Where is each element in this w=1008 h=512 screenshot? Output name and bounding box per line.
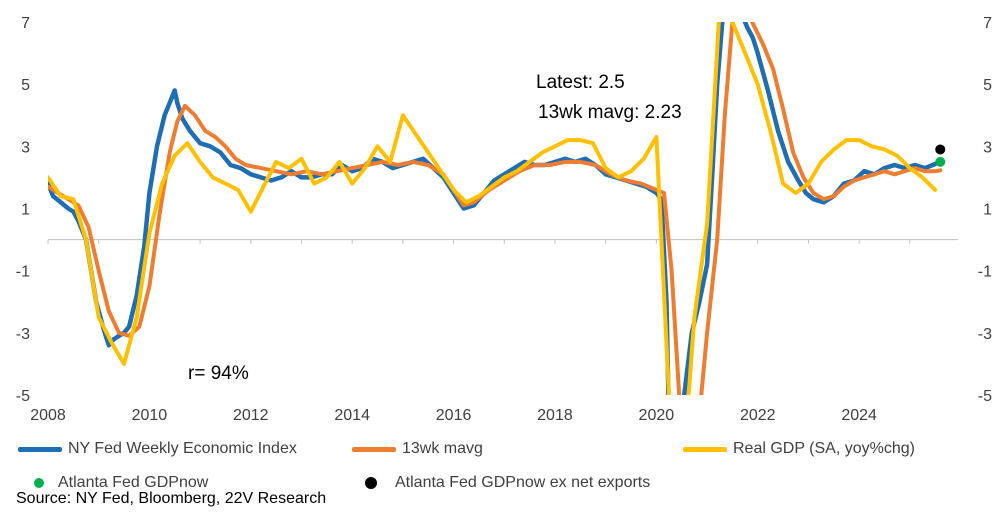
gdpnow-point xyxy=(935,156,946,167)
legend-item-13wk-mavg: 13wk mavg xyxy=(352,440,483,458)
mavg-annotation: 13wk mavg: 2.23 xyxy=(538,102,682,123)
legend-label: Atlanta Fed GDPnow xyxy=(58,474,209,491)
legend-label: Real GDP (SA, yoy%chg) xyxy=(733,440,915,457)
x-tick-label: 2018 xyxy=(537,407,573,424)
legend-label: NY Fed Weekly Economic Index xyxy=(68,440,297,457)
legend-item-real-gdp: Real GDP (SA, yoy%chg) xyxy=(683,440,915,458)
x-tick-label: 2016 xyxy=(436,407,472,424)
y-tick-label-right: 5 xyxy=(983,77,992,94)
legend-item-ny-fed-wei: NY Fed Weekly Economic Index xyxy=(18,440,297,458)
axes: 2008 2010 2012 2014 2016 2018 2020 2022 2024 7 5 3 1… xyxy=(16,15,992,424)
legend-swatch-blue xyxy=(18,446,62,452)
legend-item-atlanta-gdpnow-ex-net-exports: Atlanta Fed GDPnow ex net exports xyxy=(365,474,650,492)
gdpnow-ex-net-exports-point xyxy=(935,144,946,155)
legend-item-atlanta-gdpnow: Atlanta Fed GDPnow xyxy=(34,474,208,492)
series-real-gdp-line xyxy=(48,22,938,395)
x-tick-label: 2014 xyxy=(334,407,370,424)
series-ny-fed-wei-line xyxy=(48,22,943,395)
x-tick-label: 2012 xyxy=(233,407,269,424)
y-tick-label-left: 5 xyxy=(21,77,30,94)
y-tick-label-left: -1 xyxy=(16,264,30,281)
legend-swatch-orange xyxy=(352,446,396,452)
source-note: Source: NY Fed, Bloomberg, 22V Research xyxy=(16,490,327,507)
legend-dot-black xyxy=(365,477,377,489)
legend-label: Atlanta Fed GDPnow ex net exports xyxy=(395,474,651,491)
x-tick-label: 2024 xyxy=(841,407,877,424)
y-tick-label-right: 3 xyxy=(983,139,992,156)
x-tick-label: 2008 xyxy=(30,407,66,424)
y-tick-label-right: -3 xyxy=(978,326,992,343)
legend-dot-green xyxy=(34,478,44,488)
points-layer xyxy=(935,144,946,167)
legend-swatch-yellow xyxy=(683,446,727,452)
legend-label: 13wk mavg xyxy=(402,440,483,457)
x-tick-label: 2022 xyxy=(740,407,776,424)
y-tick-label-left: 7 xyxy=(21,15,30,32)
y-tick-label-right: 7 xyxy=(983,15,992,32)
latest-annotation: Latest: 2.5 xyxy=(536,72,625,93)
y-tick-label-left: 1 xyxy=(21,202,30,219)
y-tick-label-right: -5 xyxy=(978,388,992,405)
series-13wk-mavg-line xyxy=(48,22,943,395)
y-tick-label-right: -1 xyxy=(978,264,992,281)
series-layer xyxy=(48,22,943,395)
x-tick-label: 2020 xyxy=(639,407,675,424)
correlation-annotation: r= 94% xyxy=(188,363,249,384)
y-tick-label-left: -3 xyxy=(16,326,30,343)
y-tick-label-left: -5 xyxy=(16,388,30,405)
y-tick-label-left: 3 xyxy=(21,139,30,156)
x-tick-label: 2010 xyxy=(132,407,168,424)
y-tick-label-right: 1 xyxy=(983,202,992,219)
line-chart: 2008 2010 2012 2014 2016 2018 2020 2022 2024 7 5 3 1… xyxy=(16,15,992,424)
